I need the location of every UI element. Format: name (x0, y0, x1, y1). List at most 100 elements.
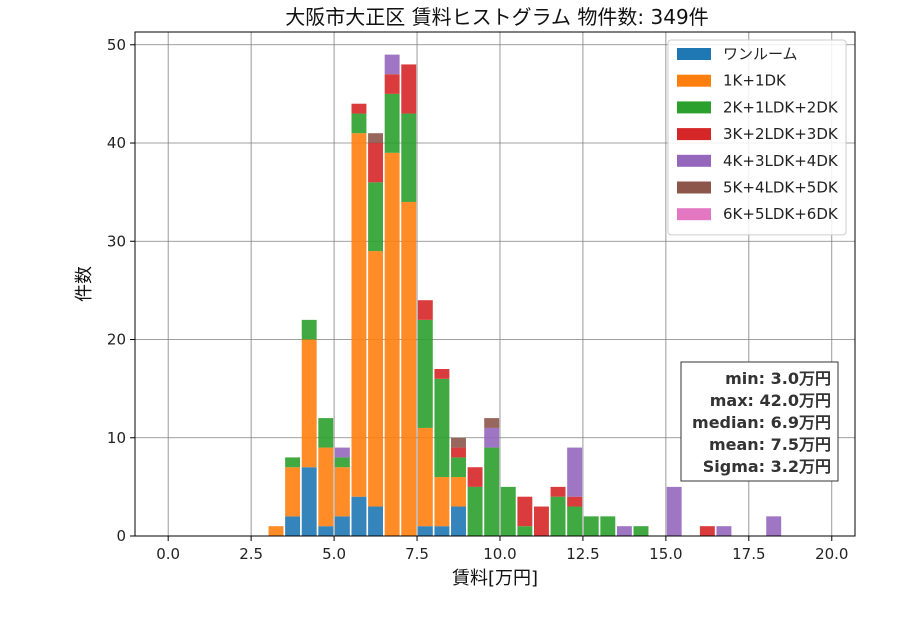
bar-segment (484, 427, 500, 448)
x-tick-label: 5.0 (322, 545, 346, 563)
bar-segment (600, 516, 616, 536)
bar-segment (318, 447, 334, 527)
bar-segment (334, 457, 350, 468)
legend-frame (667, 39, 847, 236)
legend: ワンルーム 1K+1DK 2K+1LDK+2DK 3K+2LDK+3DK 4K+3LDK… (667, 39, 847, 236)
bar-segment (550, 496, 566, 536)
bar-segment (417, 319, 433, 428)
bar-segment (368, 506, 384, 536)
bar-segment (451, 447, 466, 458)
bar-segment (567, 506, 583, 536)
x-tick-label: 12.5 (566, 545, 599, 563)
stats-line: max: 42.0万円 (710, 391, 831, 410)
bar-segment (434, 477, 450, 527)
legend-swatch (677, 181, 711, 194)
bar-segment (334, 467, 350, 517)
bar-segment (351, 496, 367, 536)
bar-segment (583, 516, 599, 536)
y-tick-label: 50 (107, 36, 126, 54)
bar-segment (567, 447, 583, 497)
bar-segment (384, 54, 400, 75)
bar-segment (533, 506, 549, 536)
stats-frame (680, 361, 839, 482)
y-tick-label: 20 (107, 331, 126, 349)
legend-label: 5K+4LDK+5DK (723, 179, 839, 197)
legend-label: ワンルーム (723, 45, 798, 63)
bar-segment (434, 526, 450, 536)
stats-line: mean: 7.5万円 (709, 435, 831, 454)
stats-line: median: 6.9万円 (692, 413, 831, 432)
bar-segment (285, 457, 301, 468)
bar-segment (417, 300, 433, 320)
bar-segment (451, 477, 466, 507)
bar-segment (417, 526, 433, 536)
x-tick-label: 2.5 (239, 545, 263, 563)
chart-title: 大阪市大正区 賃料ヒストグラム 物件数: 349件 (285, 5, 708, 29)
legend-swatch (677, 128, 711, 141)
y-axis-label: 件数 (74, 266, 95, 302)
legend-label: 1K+1DK (723, 72, 787, 90)
stats-line: min: 3.0万円 (725, 369, 831, 388)
legend-swatch (677, 208, 711, 221)
bar-segment (699, 526, 715, 536)
x-tick-label: 20.0 (815, 545, 848, 563)
bar-segment (401, 201, 417, 536)
y-tick-label: 10 (107, 429, 126, 447)
y-tick-label: 30 (107, 232, 126, 250)
bar-segment (500, 486, 516, 536)
bar-segment (384, 93, 400, 153)
bar-segment (467, 486, 483, 536)
bar-segment (301, 339, 317, 468)
x-tick-label: 17.5 (732, 545, 765, 563)
x-tick-label: 0.0 (156, 545, 180, 563)
bar-segment (451, 506, 466, 536)
x-tick-label: 7.5 (405, 545, 429, 563)
bar-segment (766, 516, 782, 536)
x-tick-label: 10.0 (483, 545, 516, 563)
bar-segment (417, 427, 433, 527)
bar-segment (285, 467, 301, 517)
bar-segment (301, 319, 317, 340)
legend-label: 3K+2LDK+3DK (723, 125, 839, 143)
bar-segment (666, 486, 682, 536)
bar-segment (351, 113, 367, 134)
bar-segment (451, 437, 466, 448)
bar-segment (550, 486, 566, 497)
x-axis-label: 賃料[万円] (452, 568, 538, 589)
bar-segment (567, 496, 583, 507)
bar-segment (301, 467, 317, 536)
stats-line: Sigma: 3.2万円 (703, 457, 831, 476)
bar-segment (633, 526, 649, 536)
bar-segment (484, 447, 500, 536)
legend-label: 4K+3LDK+4DK (723, 152, 839, 170)
bar-segment (484, 418, 500, 428)
bar-segment (351, 133, 367, 497)
y-tick-label: 40 (107, 134, 126, 152)
x-tick-label: 15.0 (649, 545, 682, 563)
legend-label: 6K+5LDK+6DK (723, 205, 839, 223)
bar-segment (434, 368, 450, 379)
bar-segment (384, 74, 400, 94)
bar-segment (517, 526, 533, 536)
bar-segment (434, 378, 450, 478)
bar-segment (334, 447, 350, 458)
bar-segment (351, 103, 367, 114)
bar-segment (368, 251, 384, 507)
bar-segment (368, 182, 384, 252)
bar-segment (318, 418, 334, 448)
bar-segment (368, 133, 384, 144)
bar-segment (285, 516, 301, 536)
bar-segment (451, 457, 466, 478)
bar-segment (467, 467, 483, 487)
bar-segment (368, 143, 384, 183)
bar-segment (318, 526, 334, 536)
bar-segment (401, 64, 417, 114)
histogram-bars (268, 54, 782, 536)
legend-swatch (677, 101, 711, 114)
legend-swatch (677, 154, 711, 167)
bar-segment (616, 526, 632, 536)
bar-segment (401, 113, 417, 202)
plot-frame (134, 31, 856, 537)
stats-box: min: 3.0万円 max: 42.0万円 median: 6.9万円 mean: … (680, 361, 839, 482)
